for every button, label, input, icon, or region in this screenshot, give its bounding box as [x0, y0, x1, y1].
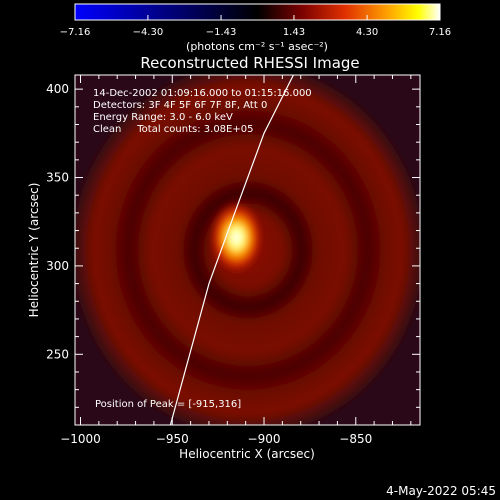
colorbar-tick-label: 7.16: [429, 27, 451, 38]
annotation-energy: Energy Range: 3.0 - 6.0 keV: [93, 112, 233, 123]
colorbar-label: (photons cm⁻² s⁻¹ asec⁻²): [186, 40, 328, 53]
x-tick-label: −850: [339, 432, 372, 446]
x-axis-ticks: −1000 −950 −900 −850: [60, 75, 412, 446]
x-tick-label: −1000: [60, 432, 101, 446]
annotation-clean: Clean Total counts: 3.08E+05: [93, 124, 253, 135]
y-tick-label: 350: [46, 171, 69, 185]
peak-source: [208, 199, 265, 276]
y-tick-label: 250: [46, 347, 69, 361]
x-tick-label: −950: [156, 432, 189, 446]
colorbar: −7.16 −4.30 −1.43 1.43 4.30 7.16 (photons cm⁻…: [60, 3, 451, 53]
annotation-detectors: Detectors: 3F 4F 5F 6F 7F 8F, Att 0: [93, 100, 267, 111]
colorbar-tick-label: −4.30: [133, 27, 164, 38]
chart-title: Reconstructed RHESSI Image: [140, 54, 359, 72]
colorbar-tick-label: −7.16: [60, 27, 91, 38]
x-axis-label: Heliocentric X (arcsec): [179, 447, 315, 461]
plot-frame: [74, 74, 421, 426]
y-axis-ticks: 250 300 350 400: [46, 82, 420, 408]
colorbar-scale: [74, 3, 441, 21]
annotation-time: 14-Dec-2002 01:09:16.000 to 01:15:16.000: [93, 88, 312, 99]
colorbar-ticks: −7.16 −4.30 −1.43 1.43 4.30 7.16: [60, 15, 451, 38]
colorbar-tick-label: 1.43: [283, 27, 305, 38]
annotation-block: 14-Dec-2002 01:09:16.000 to 01:15:16.000…: [93, 88, 312, 135]
colorbar-tick-label: −1.43: [206, 27, 237, 38]
y-tick-label: 400: [46, 82, 69, 96]
footer-date: 4-May-2022 05:45: [386, 484, 496, 498]
y-axis-label: Heliocentric Y (arcsec): [27, 183, 41, 318]
solar-limb-line: [169, 75, 294, 425]
x-tick-label: −900: [248, 432, 281, 446]
peak-position-label: Position of Peak = [-915,316]: [95, 399, 241, 410]
plot-area: [75, 75, 420, 425]
colorbar-tick-label: 4.30: [356, 27, 378, 38]
y-tick-label: 300: [46, 259, 69, 273]
